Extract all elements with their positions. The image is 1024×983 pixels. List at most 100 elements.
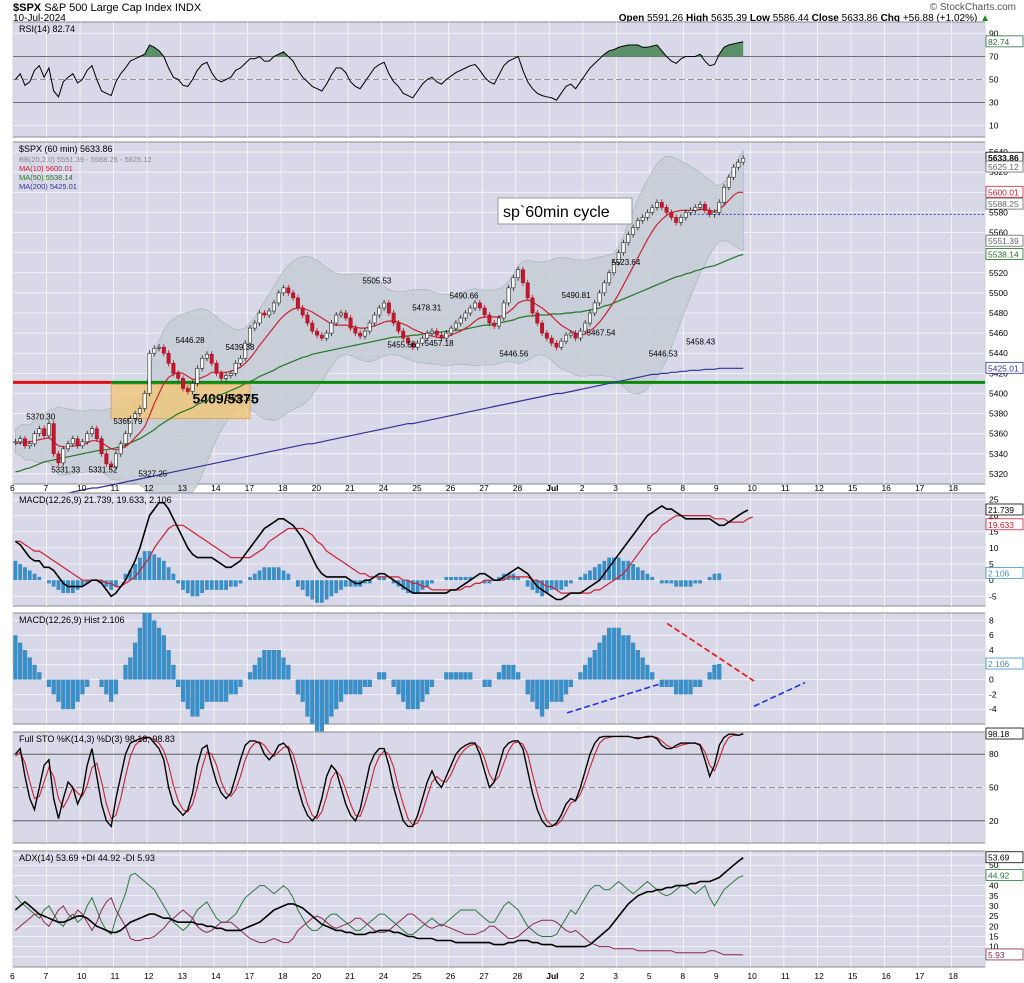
- candle-body: [587, 312, 592, 324]
- hist-bar: [515, 672, 521, 680]
- macd-hist-bar: [363, 580, 367, 584]
- candle-body: [583, 322, 588, 332]
- candle-body: [99, 438, 104, 455]
- price-annotation: 5458.43: [686, 338, 715, 347]
- macd-hist-bar: [276, 567, 281, 581]
- macd-hist-bar: [621, 560, 626, 581]
- x-axis-label-mid: 17: [245, 483, 255, 493]
- candle-body: [185, 388, 190, 392]
- candle-body: [70, 438, 75, 445]
- hist-bar: [401, 679, 406, 702]
- candle-body: [693, 207, 698, 211]
- candle-body: [310, 322, 315, 332]
- candle-body: [635, 220, 640, 228]
- candle-body: [698, 204, 703, 208]
- hist-bar: [132, 642, 138, 680]
- macd-hist-bar: [176, 580, 181, 584]
- candle-body: [152, 347, 157, 354]
- macd-hist-bar: [248, 576, 252, 581]
- hist-bar: [75, 679, 80, 702]
- macd-tick-label: 25: [989, 494, 999, 504]
- macd-hist-bar: [631, 564, 635, 581]
- hist-bar: [645, 664, 650, 680]
- candle-body: [339, 312, 343, 316]
- hist-bar: [219, 679, 224, 702]
- macd-hist-bar: [281, 570, 286, 581]
- x-axis-label-mid: 25: [412, 483, 422, 493]
- candle-body: [377, 307, 382, 316]
- x-axis-label-bottom: 18: [278, 971, 288, 981]
- hist-bar: [223, 679, 229, 702]
- ohlc-summary: Open 5591.26 High 5635.39 Low 5586.44 Cl…: [618, 13, 990, 24]
- x-axis-label-mid: 24: [379, 483, 389, 493]
- candle-body: [367, 322, 372, 332]
- hist-bar: [80, 679, 85, 695]
- macd-hist-bar: [315, 580, 319, 603]
- close-value: 5633.86: [841, 13, 878, 24]
- price-annotation: 5446.56: [499, 350, 528, 359]
- candle-body: [358, 332, 363, 337]
- x-axis-label-bottom: Jul: [546, 971, 558, 981]
- candle-body: [238, 357, 243, 364]
- ma50-line: [15, 253, 744, 473]
- macd-tick-label: 5: [989, 559, 994, 569]
- hist-bar: [147, 613, 152, 680]
- macd-hist-badge: 2.106: [988, 568, 1010, 578]
- hist-bar: [429, 679, 435, 687]
- rsi-title: RSI(14) 82.74: [19, 24, 75, 34]
- hist-bar: [329, 679, 334, 717]
- candle-body: [286, 287, 291, 294]
- price-badge-box: [985, 248, 1024, 260]
- candle-body: [511, 277, 516, 289]
- candle-body: [487, 314, 492, 324]
- candle-body: [530, 297, 535, 314]
- macd-hist-bar: [415, 580, 420, 594]
- hist-bar: [32, 664, 37, 680]
- hist-bar: [70, 679, 76, 710]
- candle-body: [683, 212, 688, 218]
- x-axis-label-mid: 27: [479, 483, 489, 493]
- macd-hist-bar: [578, 576, 583, 581]
- macd-hist-bar: [128, 570, 133, 581]
- candle-body: [650, 207, 655, 213]
- macd-hist-bar: [391, 580, 396, 584]
- cycle-label: sp`60min cycle: [503, 204, 610, 221]
- macd-badge-box: [985, 503, 1024, 516]
- hist-bar: [468, 672, 473, 680]
- price-tick-label: 5440: [989, 348, 1008, 358]
- hist-bar: [353, 679, 358, 695]
- macd-hist-bar: [717, 573, 722, 581]
- sto-k-line: [14, 733, 744, 828]
- x-axis-label-bottom: 15: [848, 971, 858, 981]
- hist-tick-label: 4: [989, 645, 994, 655]
- minus-di-badge-box: [985, 948, 1024, 961]
- candle-body: [248, 327, 252, 344]
- sto-title: Full STO %K(14,3) %D(3) 98.18, 98.83: [19, 734, 175, 744]
- x-axis-label-bottom: 14: [211, 971, 221, 981]
- price-tick-label: 5460: [989, 328, 1008, 338]
- macd-hist-bar: [61, 580, 66, 594]
- hist-bar: [128, 657, 133, 680]
- x-axis-label-mid: 6: [10, 483, 15, 493]
- adx-tick-label: 15: [989, 931, 999, 941]
- macd-hist-bar: [56, 580, 61, 590]
- price-annotation: 5523.64: [611, 258, 640, 267]
- macd-hist-bar: [205, 580, 209, 590]
- hist-bar: [204, 679, 210, 702]
- hist-bar: [544, 679, 550, 710]
- macd-tick-label: -5: [989, 591, 997, 601]
- hist-bar: [113, 679, 119, 695]
- x-axis-label-bottom: 2: [580, 971, 585, 981]
- hist-bar: [343, 679, 348, 695]
- hist-bar: [46, 679, 52, 687]
- price-annotation: 5446.28: [176, 336, 205, 345]
- candle-body: [142, 393, 147, 409]
- macd-hist-bar: [324, 580, 329, 600]
- hist-bar: [549, 679, 554, 702]
- candle-body: [362, 330, 367, 337]
- macd-hist-bar: [310, 580, 315, 600]
- hist-bar: [305, 679, 310, 717]
- candle-body: [525, 282, 530, 299]
- macd-hist-bar: [645, 573, 650, 581]
- hist-bar: [444, 672, 449, 680]
